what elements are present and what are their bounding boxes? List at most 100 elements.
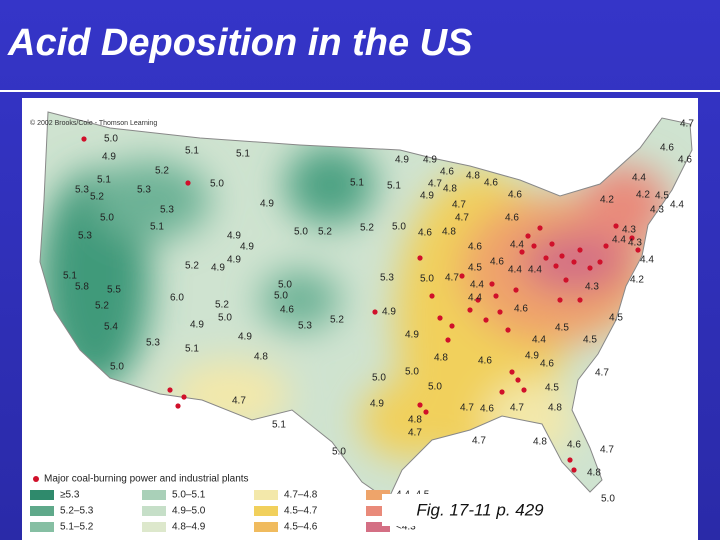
legend-label: 4.5–4.6	[284, 522, 318, 533]
ph-label: 4.9	[240, 242, 254, 253]
plant-dot	[521, 387, 527, 393]
ph-label: 5.0	[218, 313, 232, 324]
plant-legend-label: Major coal-burning power and industrial …	[44, 474, 249, 485]
ph-label: 4.8	[434, 353, 448, 364]
ph-label: 5.3	[146, 338, 160, 349]
plant-dot	[499, 389, 505, 395]
copyright: © 2002 Brooks/Cole - Thomson Learning	[30, 119, 157, 127]
ph-label: 4.6	[418, 228, 432, 239]
ph-label: 4.6	[508, 190, 522, 201]
ph-label: 5.2	[215, 300, 229, 311]
ph-label: 5.0	[420, 274, 434, 285]
plant-dot	[181, 394, 187, 400]
ph-label: 4.7	[472, 436, 486, 447]
ph-label: 4.9	[370, 399, 384, 410]
plant-dot	[557, 297, 563, 303]
ph-label: 5.0	[372, 373, 386, 384]
ph-label: 5.1	[350, 178, 364, 189]
ph-label: 5.2	[185, 261, 199, 272]
legend-swatch	[142, 522, 166, 532]
plant-dot	[429, 293, 435, 299]
ph-label: 4.6	[567, 440, 581, 451]
ph-label: 4.6	[514, 304, 528, 315]
legend-label: 4.7–4.8	[284, 490, 318, 501]
plant-dot	[437, 315, 443, 321]
ph-label: 4.8	[443, 184, 457, 195]
ph-label: 4.4	[670, 200, 684, 211]
ph-label: 4.2	[600, 195, 614, 206]
ph-label: 5.3	[137, 185, 151, 196]
ph-label: 4.5	[555, 323, 569, 334]
ph-label: 4.5	[468, 263, 482, 274]
plant-dot	[525, 233, 531, 239]
ph-label: 5.0	[278, 280, 292, 291]
ph-label: 4.6	[484, 178, 498, 189]
ph-label: 4.8	[466, 171, 480, 182]
ph-label: 4.6	[440, 167, 454, 178]
legend-label: 4.8–4.9	[172, 522, 206, 533]
ph-label: 5.2	[360, 223, 374, 234]
plant-dot	[489, 281, 495, 287]
ph-label: 5.2	[95, 301, 109, 312]
ph-label: 4.8	[408, 415, 422, 426]
ph-label: 4.9	[405, 330, 419, 341]
ph-label: 4.9	[211, 263, 225, 274]
ph-label: 4.8	[548, 403, 562, 414]
ph-label: 4.6	[280, 305, 294, 316]
ph-label: 5.0	[104, 134, 118, 145]
ph-label: 4.5	[545, 383, 559, 394]
ph-label: 4.8	[442, 227, 456, 238]
ph-label: 4.3	[650, 205, 664, 216]
ph-label: 4.6	[468, 242, 482, 253]
ph-label: 4.9	[227, 231, 241, 242]
title-rule	[0, 90, 720, 92]
legend-label: ≥5.3	[60, 490, 80, 501]
plant-dot	[567, 457, 573, 463]
plant-dot	[467, 307, 473, 313]
caption: Fig. 17-11 p. 429	[416, 500, 544, 519]
plant-dot	[577, 247, 583, 253]
legend-swatch	[142, 490, 166, 500]
slide-title: Acid Deposition in the US	[8, 22, 473, 64]
legend-swatch	[30, 490, 54, 500]
legend-swatch	[366, 522, 390, 532]
ph-label: 4.9	[238, 332, 252, 343]
ph-label: 4.9	[525, 351, 539, 362]
ph-label: 4.4	[470, 280, 484, 291]
ph-label: 5.1	[185, 344, 199, 355]
ph-label: 4.9	[423, 155, 437, 166]
plant-dot	[531, 243, 537, 249]
ph-label: 4.7	[455, 213, 469, 224]
legend-label: <4.3	[396, 522, 416, 533]
ph-label: 4.7	[232, 396, 246, 407]
ph-label: 4.6	[505, 213, 519, 224]
legend-swatch	[366, 490, 390, 500]
plant-dot	[571, 467, 577, 473]
plant-dot	[635, 247, 641, 253]
legend-swatch	[30, 506, 54, 516]
ph-label: 5.0	[110, 362, 124, 373]
ph-label: 5.1	[272, 420, 286, 431]
ph-label: 4.8	[533, 437, 547, 448]
ph-label: 4.2	[636, 190, 650, 201]
ph-label: 5.0	[405, 367, 419, 378]
legend-label: 4.5–4.7	[284, 506, 318, 517]
plant-dot	[185, 180, 191, 186]
plant-dot	[509, 369, 515, 375]
ph-label: 5.2	[155, 166, 169, 177]
plant-dot	[459, 273, 465, 279]
plant-dot	[417, 402, 423, 408]
ph-label: 4.4	[510, 240, 524, 251]
ph-label: 4.8	[254, 352, 268, 363]
ph-label: 5.8	[75, 282, 89, 293]
ph-label: 4.6	[478, 356, 492, 367]
legend-swatch	[142, 506, 166, 516]
ph-label: 4.3	[585, 282, 599, 293]
plant-dot	[372, 309, 378, 315]
legend-label: 5.1–5.2	[60, 522, 94, 533]
ph-label: 4.7	[408, 428, 422, 439]
ph-label: 4.4	[640, 255, 654, 266]
ph-label: 4.6	[540, 359, 554, 370]
